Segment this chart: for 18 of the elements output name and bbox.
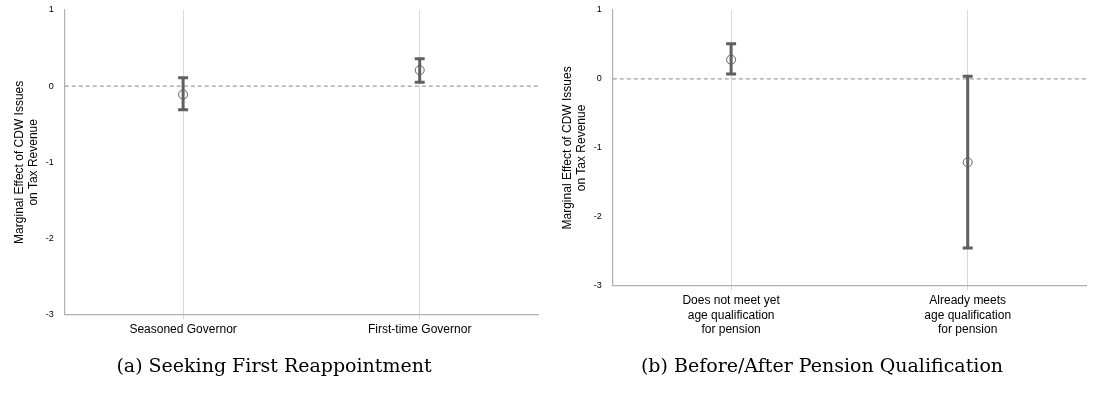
text: (a) Seeking First Reappointment [115,354,433,376]
y-tick-label: -2 [593,211,602,222]
y-axis-title: Marginal Effect of CDW Issues on Tax Revenue [11,80,40,244]
y-axis-title: Marginal Effect of CDW Issues on Tax Revenue [559,66,588,230]
y-tick-label: 1 [596,4,602,15]
y-tick-label: -1 [45,156,54,167]
x-tick-label: Does not meet yet age qualification for pension [682,293,781,337]
y-tick-label: -3 [45,309,54,320]
y-tick-label: -1 [593,142,602,153]
y-tick-label: 0 [48,80,54,91]
x-tick-label: Seasoned Governor [129,322,237,337]
y-tick-label: 1 [48,4,54,15]
x-tick-label: First-time Governor [368,322,472,337]
text: (b) Before/After Pension Qualification [639,354,1005,376]
x-tick-label: Already meets age qualification for pension [924,293,1012,337]
y-tick-label: -3 [593,280,602,291]
y-tick-label: -2 [45,232,54,243]
y-tick-label: 0 [596,73,602,84]
